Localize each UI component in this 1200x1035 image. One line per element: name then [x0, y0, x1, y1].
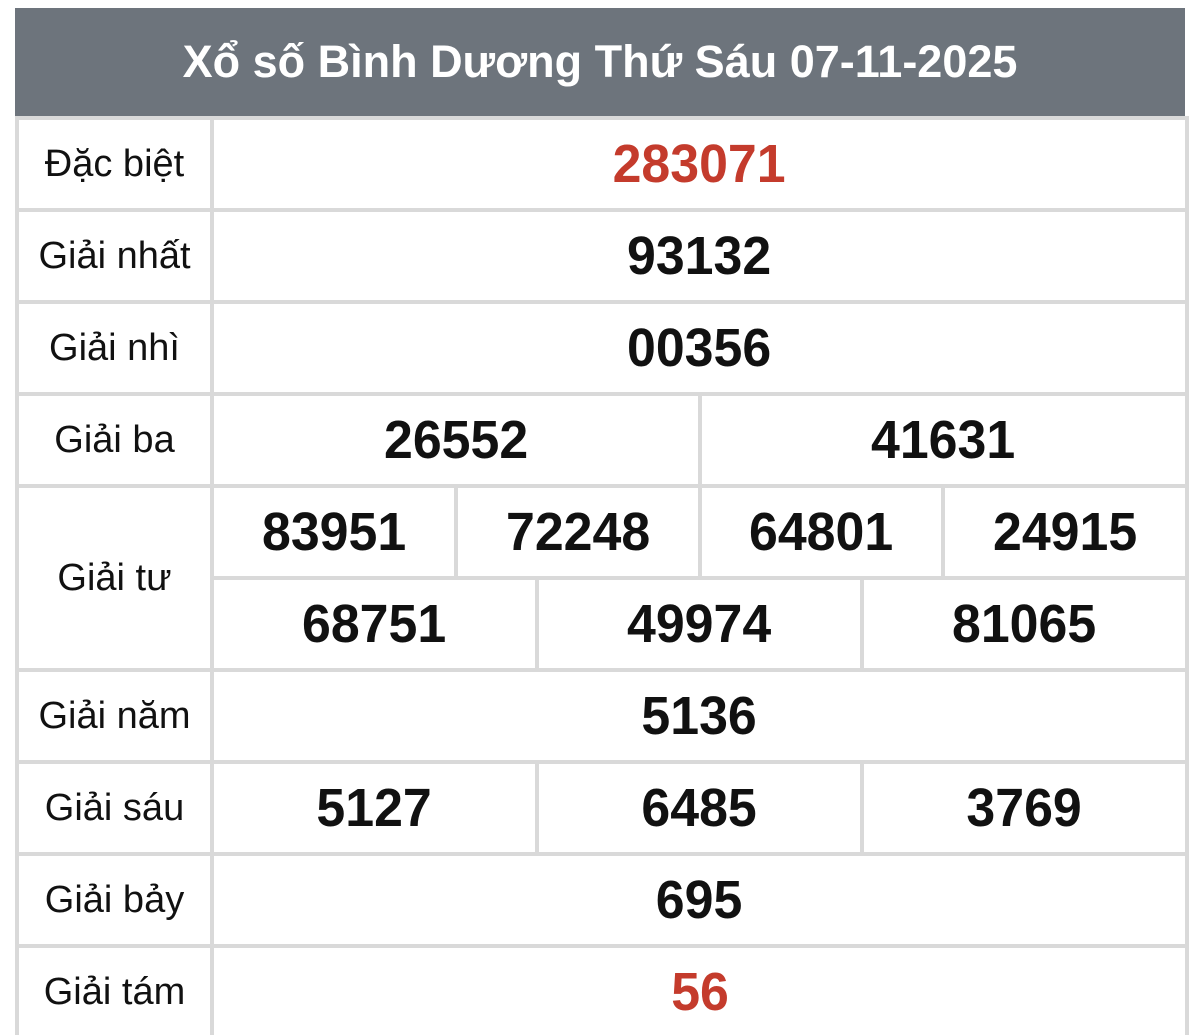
prize-value: 81065	[859, 576, 1190, 672]
prize-label: Giải tám	[15, 944, 214, 1035]
prize-row-giai-tu-1: Giải tư 83951 72248 64801 24915	[15, 484, 1190, 672]
prize-row-giai-tam: Giải tám 56	[15, 944, 1190, 1035]
prize-label: Đặc biệt	[15, 116, 214, 212]
prize-value: 24915	[941, 484, 1190, 580]
prize-label: Giải nhì	[15, 300, 214, 396]
prize-row-giai-nhat: Giải nhất 93132	[15, 208, 1190, 304]
prize-row-giai-ba: Giải ba 26552 41631	[15, 392, 1190, 488]
prize-value: 68751	[210, 576, 539, 672]
page-title: Xổ số Bình Dương Thứ Sáu 07-11-2025	[15, 8, 1185, 116]
prize-value: 93132	[209, 208, 1190, 304]
prize-value: 26552	[210, 392, 702, 488]
prize-row-dac-biet: Đặc biệt 283071	[15, 116, 1190, 212]
prize-value: 64801	[697, 484, 946, 580]
prize-value: 5127	[210, 760, 539, 856]
prize-row-giai-nam: Giải năm 5136	[15, 668, 1190, 764]
prize-row-giai-sau: Giải sáu 5127 6485 3769	[15, 760, 1190, 856]
prize-value: 6485	[535, 760, 864, 856]
prize-row-giai-nhi: Giải nhì 00356	[15, 300, 1190, 396]
prize-value: 56	[209, 944, 1190, 1035]
prize-value: 83951	[210, 484, 458, 580]
prize-value: 283071	[209, 116, 1190, 212]
prize-row-giai-bay: Giải bảy 695	[15, 852, 1190, 948]
prize-value: 00356	[209, 300, 1190, 396]
prize-value: 72248	[453, 484, 702, 580]
prize-label: Giải bảy	[15, 852, 214, 948]
lottery-results-table: Đặc biệt 283071 Giải nhất 93132 Giải nhì…	[15, 116, 1190, 1035]
prize-label: Giải nhất	[15, 208, 214, 304]
prize-label: Giải tư	[15, 484, 214, 672]
prize-label: Giải năm	[15, 668, 214, 764]
prize-value: 3769	[859, 760, 1190, 856]
prize-value: 5136	[209, 668, 1190, 764]
prize-label: Giải sáu	[15, 760, 214, 856]
prize-value: 41631	[697, 392, 1190, 488]
prize-label: Giải ba	[15, 392, 214, 488]
prize-value: 695	[209, 852, 1190, 948]
prize-value: 49974	[535, 576, 864, 672]
prize-row-giai-tu-2: 68751 49974 81065	[17, 576, 1190, 672]
